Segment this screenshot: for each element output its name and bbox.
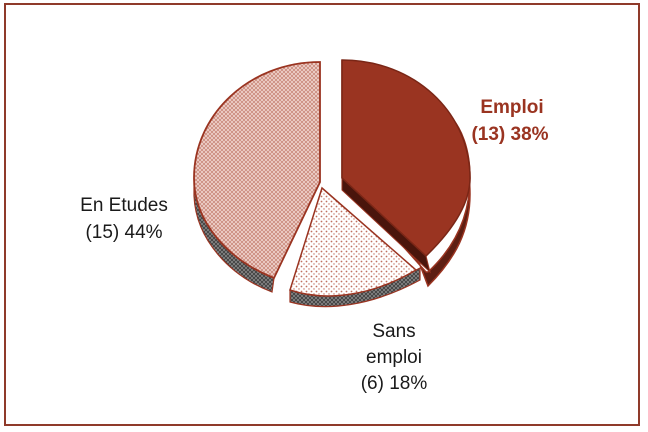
label-emploi: Emploi (13) 38%	[471, 97, 548, 145]
label-sans-emploi-line1: Sans	[372, 321, 415, 342]
slice-emploi	[341, 59, 471, 288]
slice-sans-emploi-face	[289, 186, 418, 297]
slice-emploi-face	[341, 59, 471, 258]
label-en-etudes: En Etudes (15) 44%	[80, 195, 168, 243]
label-en-etudes-name: En Etudes	[80, 195, 168, 216]
label-sans-emploi-line2: emploi	[366, 347, 422, 368]
label-emploi-name: Emploi	[480, 97, 543, 118]
label-sans-emploi-value: (6) 18%	[361, 373, 428, 394]
label-en-etudes-value: (15) 44%	[85, 222, 162, 243]
slice-sans-emploi	[289, 186, 421, 308]
slice-en-etudes	[193, 61, 321, 293]
slice-en-etudes-face	[193, 61, 321, 280]
label-sans-emploi: Sans emploi (6) 18%	[361, 321, 428, 394]
label-emploi-value: (13) 38%	[471, 124, 548, 145]
